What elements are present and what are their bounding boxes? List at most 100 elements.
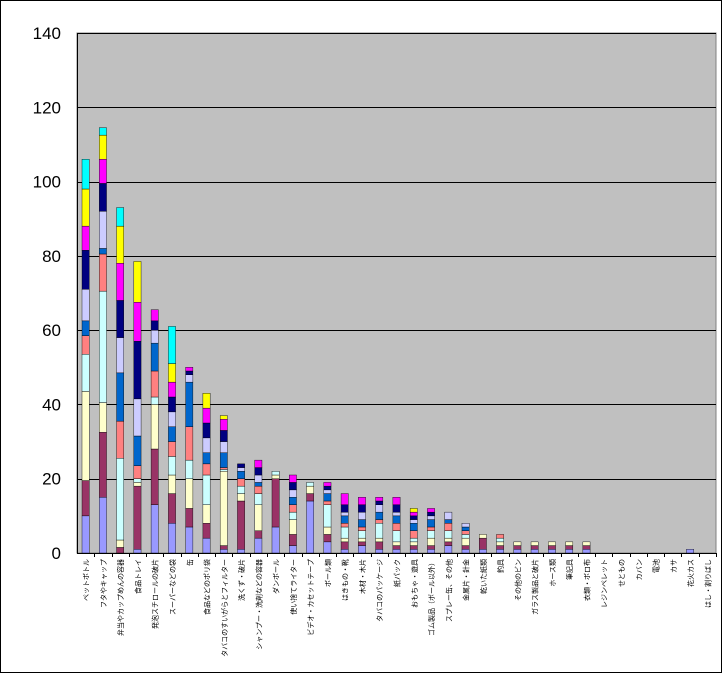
- bar-segment: [392, 549, 401, 554]
- bar-segment: [99, 432, 107, 498]
- x-tick-label: 花火カス: [686, 559, 695, 587]
- bar-segment: [479, 537, 487, 550]
- x-tick-label: その他のビン: [513, 559, 522, 601]
- x-tick-label: タバコのパッケージ: [375, 559, 384, 622]
- bar-segment: [427, 530, 435, 539]
- bar-segment: [289, 497, 297, 505]
- bar-segment: [409, 519, 418, 524]
- bar-segment: [565, 545, 574, 550]
- bar-segment: [81, 391, 90, 481]
- bar-segment: [219, 415, 228, 420]
- bar-segment: [185, 478, 194, 509]
- bar-segment: [306, 482, 314, 487]
- bar-segment: [375, 504, 384, 513]
- bar-segment: [409, 530, 418, 539]
- bar-segment: [375, 500, 384, 505]
- bar-segment: [323, 526, 332, 535]
- bar-segment: [548, 541, 556, 546]
- bar-segment: [444, 511, 453, 520]
- bar-segment: [427, 511, 435, 517]
- bar-segment: [99, 402, 107, 433]
- bar-segment: [237, 485, 245, 494]
- bar-segment: [185, 508, 194, 528]
- bar-segment: [99, 183, 107, 212]
- bar-segment: [185, 367, 194, 372]
- bar-segment: [409, 515, 418, 520]
- bar-segment: [116, 225, 125, 264]
- bar-segment: [150, 329, 159, 344]
- bar-segment: [116, 207, 125, 227]
- x-tick-label: ペットボトル: [83, 559, 91, 601]
- bar-segment: [133, 478, 142, 483]
- bar-segment: [686, 549, 694, 554]
- bar-segment: [150, 396, 159, 405]
- bar-segment: [168, 381, 176, 398]
- bar-segment: [340, 511, 349, 517]
- bar-segment: [409, 549, 418, 554]
- x-tick-label: 使い捨てライター: [289, 559, 298, 615]
- bar-segment: [168, 441, 176, 457]
- bar-segment: [81, 250, 90, 290]
- bar-segment: [323, 500, 332, 505]
- bar-segment: [289, 482, 297, 491]
- bar-segment: [444, 545, 453, 554]
- bar-segment: [133, 341, 142, 400]
- x-tick-label: スプレー缶、その他: [444, 559, 453, 622]
- x-tick-label: 筆記具: [565, 559, 574, 580]
- bar-segment: [150, 342, 159, 372]
- bar-segment: [375, 497, 384, 502]
- bar-segment: [358, 519, 366, 528]
- x-tick-label: 洗くず・破片: [237, 559, 246, 601]
- bar-segment: [99, 134, 107, 160]
- bar-segment: [219, 467, 228, 470]
- bar-segment: [548, 545, 556, 550]
- bar-segment: [392, 541, 401, 546]
- bar-segment: [409, 508, 418, 513]
- bar-segment: [202, 393, 211, 409]
- bar-segment: [358, 504, 366, 513]
- bar-segment: [530, 549, 539, 554]
- x-tick-label: はし・割りばし: [703, 559, 712, 608]
- bar-segment: [306, 485, 314, 494]
- bar-segment: [323, 489, 332, 494]
- bar-segment: [392, 515, 401, 524]
- bar-segment: [81, 515, 90, 554]
- bar-segment: [548, 549, 556, 554]
- x-tick-label: ゴム製品（ボール以外）: [427, 559, 436, 636]
- bar-segment: [392, 530, 401, 543]
- bar-segment: [116, 337, 125, 374]
- bar-segment: [116, 458, 125, 541]
- bar-segment: [479, 534, 487, 539]
- bar-segment: [496, 545, 504, 550]
- bar-segment: [409, 523, 418, 531]
- bar-segment: [444, 523, 453, 531]
- bar-segment: [202, 504, 211, 524]
- x-tick-label: シャンプー・洗剤などの容器: [254, 559, 263, 650]
- bar-segment: [461, 523, 470, 528]
- bar-segment: [81, 320, 90, 336]
- bar-segment: [375, 519, 384, 524]
- bar-segment: [444, 537, 453, 543]
- bar-segment: [237, 478, 245, 487]
- bar-segment: [358, 511, 366, 520]
- bar-segment: [513, 549, 522, 554]
- bar-segment: [340, 515, 349, 524]
- bar-segment: [323, 541, 332, 554]
- x-tick-label: ホース類: [548, 559, 557, 587]
- bar-segment: [444, 530, 453, 539]
- bar-segment: [323, 493, 332, 502]
- bar-segment: [513, 545, 522, 550]
- x-tick-label: 缶: [185, 559, 194, 566]
- x-tick-label: フタやキャップ: [99, 559, 108, 608]
- x-tick-label: ボール類: [323, 559, 332, 587]
- bar-segment: [219, 419, 228, 431]
- bar-segment: [219, 469, 228, 472]
- bar-segment: [444, 541, 453, 546]
- bar-segment: [168, 523, 176, 554]
- bar-segment: [202, 437, 211, 453]
- bar-segment: [289, 545, 297, 554]
- bar-segment: [375, 541, 384, 550]
- bar-segment: [358, 530, 366, 539]
- bar-segment: [479, 549, 487, 554]
- bar-segment: [168, 426, 176, 442]
